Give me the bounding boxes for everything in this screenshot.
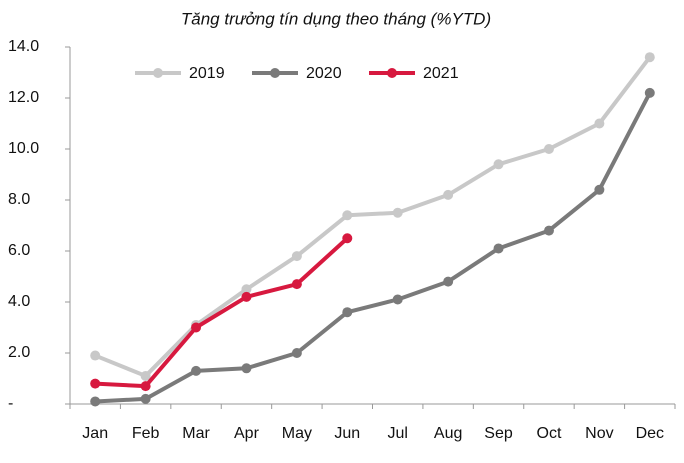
point: [291, 251, 302, 262]
x-tick-label: Feb: [132, 425, 160, 442]
series-line: [95, 236, 349, 389]
point: [241, 284, 252, 295]
point: [392, 294, 403, 305]
y-tick-label: 8.0: [8, 191, 30, 208]
legend-marker: [387, 68, 397, 78]
y-tick-label: 2.0: [8, 344, 30, 361]
point: [140, 381, 151, 392]
legend-label: 2021: [423, 65, 459, 82]
x-tick-label: Dec: [636, 425, 664, 442]
point: [241, 363, 252, 374]
y-tick-label: 14.0: [8, 38, 39, 55]
x-tick-label: Nov: [585, 425, 613, 442]
x-tick-label: Apr: [234, 425, 260, 442]
point: [90, 350, 101, 361]
x-tick-label: Jul: [387, 425, 407, 442]
point: [644, 87, 655, 98]
point: [543, 144, 554, 154]
legend-label: 2020: [306, 65, 342, 82]
point: [493, 243, 504, 254]
y-tick-label: -: [8, 395, 13, 412]
point: [493, 159, 504, 170]
point: [342, 307, 353, 318]
x-tick-label: May: [282, 425, 312, 442]
point: [140, 393, 151, 404]
point: [443, 189, 454, 200]
y-tick-label: 10.0: [8, 140, 39, 157]
point: [241, 291, 252, 302]
chart-title: Tăng trưởng tín dụng theo tháng (%YTD): [181, 9, 491, 28]
x-tick-label: Sep: [484, 425, 513, 442]
point: [191, 322, 202, 333]
point: [594, 184, 605, 195]
point: [543, 225, 554, 236]
point: [644, 52, 655, 63]
series-line: [95, 91, 652, 404]
point: [140, 370, 151, 381]
x-tick-label: Mar: [182, 425, 210, 442]
y-tick-label: 12.0: [8, 89, 39, 106]
legend-marker: [153, 68, 163, 78]
point: [90, 378, 101, 389]
y-tick-label: 6.0: [8, 242, 30, 259]
x-tick-label: Aug: [434, 425, 462, 442]
x-tick-label: Jan: [82, 425, 108, 442]
y-tick-label: 4.0: [8, 293, 30, 310]
x-tick-label: Jun: [334, 425, 360, 442]
point: [291, 348, 302, 358]
point: [392, 207, 403, 218]
legend-marker: [270, 68, 280, 78]
point: [90, 396, 101, 407]
point: [191, 365, 202, 376]
point: [342, 233, 353, 244]
legend-label: 2019: [189, 65, 225, 82]
point: [443, 276, 454, 287]
x-tick-label: Oct: [537, 425, 562, 442]
point: [342, 210, 353, 221]
point: [594, 118, 605, 129]
series-line: [94, 55, 652, 378]
point: [291, 279, 302, 290]
